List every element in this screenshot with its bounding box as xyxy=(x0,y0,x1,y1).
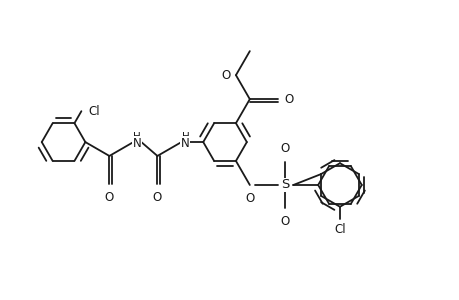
Text: Cl: Cl xyxy=(88,105,100,118)
Text: O: O xyxy=(152,190,162,204)
Text: O: O xyxy=(105,190,114,204)
Text: O: O xyxy=(284,93,293,106)
Text: O: O xyxy=(221,69,230,82)
Text: O: O xyxy=(280,142,290,155)
Text: H: H xyxy=(181,132,189,142)
Text: S: S xyxy=(280,178,289,191)
Text: O: O xyxy=(280,215,290,228)
Text: H: H xyxy=(133,132,141,142)
Text: Cl: Cl xyxy=(333,223,345,236)
Text: N: N xyxy=(133,136,141,150)
Text: N: N xyxy=(181,136,190,150)
Text: O: O xyxy=(245,192,254,205)
